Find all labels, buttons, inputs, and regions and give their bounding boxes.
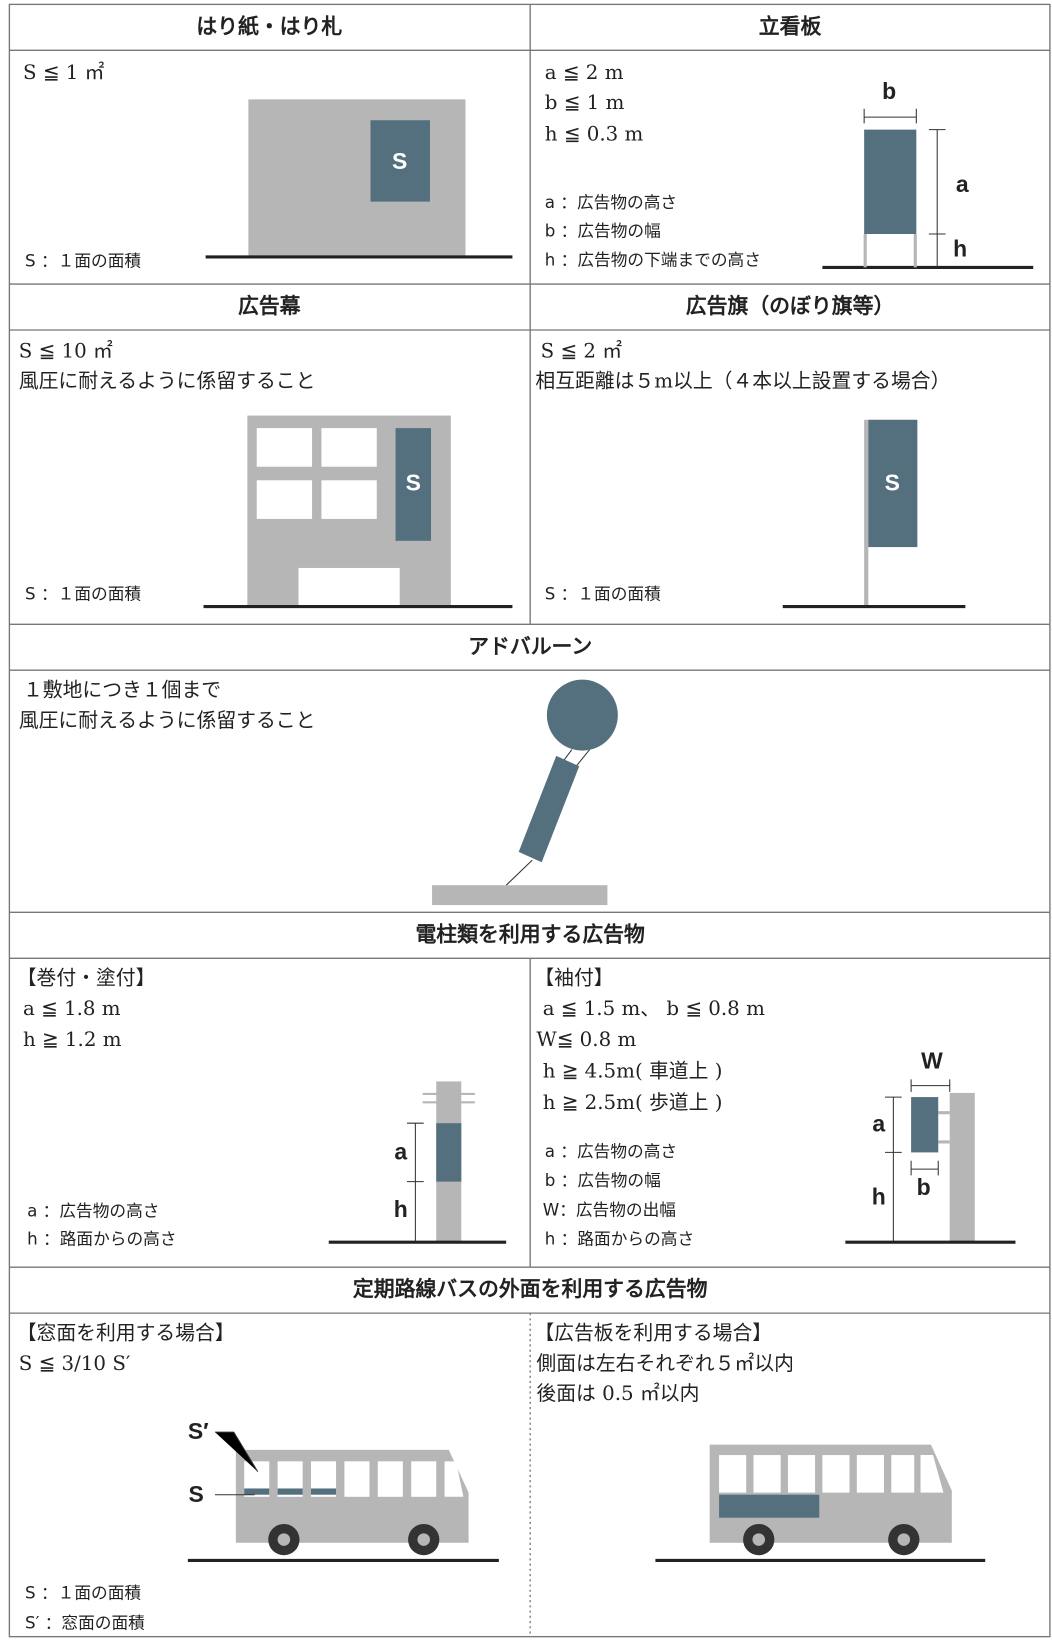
condition: 風圧に耐えるように係留すること bbox=[19, 709, 316, 732]
wall bbox=[248, 99, 466, 256]
condition: 側面は左右それぞれ５㎡以内 bbox=[536, 1352, 794, 1375]
wrap-ad bbox=[436, 1123, 462, 1182]
diagram-label: a bbox=[956, 171, 969, 197]
condition: 風圧に耐えるように係留すること bbox=[19, 370, 316, 393]
section-title: 電柱類を利用する広告物 bbox=[415, 922, 645, 946]
diagram-label: h bbox=[872, 1183, 886, 1209]
diagram-label: S bbox=[406, 470, 421, 496]
note: a ：広告物の高さ bbox=[545, 1142, 677, 1161]
diagram-label: S bbox=[189, 1481, 204, 1507]
diagram-label: a bbox=[394, 1139, 407, 1165]
diagram-label: S′ bbox=[188, 1418, 209, 1444]
bus bbox=[235, 1449, 469, 1556]
section-title: アドバルーン bbox=[468, 634, 592, 658]
note: h ：路面からの高さ bbox=[545, 1230, 694, 1249]
windows bbox=[256, 428, 400, 606]
banner bbox=[395, 428, 432, 541]
condition: h ≦ 0.3 m bbox=[545, 122, 644, 145]
condition: W≦ 0.8 m bbox=[536, 1028, 636, 1051]
condition: 後面は 0.5 ㎡以内 bbox=[536, 1382, 699, 1405]
section-title: 広告幕 bbox=[238, 294, 301, 318]
condition: １敷地につき１個まで bbox=[23, 679, 221, 702]
note: S ：１面の面積 bbox=[25, 252, 141, 271]
poster bbox=[370, 120, 430, 202]
section-title: 定期路線バスの外面を利用する広告物 bbox=[353, 1277, 708, 1301]
leader-line bbox=[214, 1431, 259, 1496]
crossbars bbox=[422, 1092, 475, 1104]
note: S ：１面の面積 bbox=[545, 585, 661, 604]
bus bbox=[709, 1444, 952, 1556]
note: h ：路面からの高さ bbox=[27, 1230, 176, 1249]
heading: 【袖付】 bbox=[534, 967, 613, 990]
signboard bbox=[864, 129, 917, 234]
diagram-label: W bbox=[921, 1048, 943, 1074]
section-title: 立看板 bbox=[759, 14, 822, 38]
section-title: はり紙・はり札 bbox=[196, 14, 342, 38]
bracket bbox=[938, 1111, 950, 1144]
condition: b ≦ 1 m bbox=[545, 91, 625, 114]
base bbox=[432, 885, 608, 906]
section-title: 広告旗（のぼり旗等） bbox=[686, 294, 895, 318]
diagram-label: S bbox=[885, 470, 900, 496]
note: b ：広告物の幅 bbox=[545, 221, 661, 240]
heading: 【窓面を利用する場合】 bbox=[17, 1321, 235, 1344]
condition: a ≦ 1.8 m bbox=[23, 997, 121, 1020]
diagram-label: S bbox=[392, 148, 407, 174]
note: h ：広告物の下端までの高さ bbox=[545, 251, 761, 270]
legs bbox=[863, 233, 917, 268]
diagram-label: b bbox=[882, 78, 896, 104]
condition: a ≦ 2 m bbox=[545, 61, 624, 84]
note: W：広告物の出幅 bbox=[543, 1200, 676, 1219]
condition: 相互距離は５m以上（４本以上設置する場合） bbox=[535, 370, 950, 393]
flag bbox=[868, 419, 918, 548]
condition: h ≧ 4.5m( 車道上 ) bbox=[543, 1060, 723, 1083]
condition: S ≦ 1 ㎡ bbox=[23, 61, 105, 84]
condition: S ≦ 10 ㎡ bbox=[19, 339, 113, 362]
table-frame bbox=[8, 3, 1051, 1638]
note: S ：１面の面積 bbox=[25, 585, 141, 604]
note: a ：広告物の高さ bbox=[545, 193, 677, 212]
note: S ：１面の面積 bbox=[25, 1583, 141, 1602]
note: S′ ：窓面の面積 bbox=[25, 1614, 145, 1633]
condition: h ≧ 2.5m( 歩道上 ) bbox=[543, 1091, 723, 1114]
note: b ：広告物の幅 bbox=[545, 1171, 661, 1190]
condition: S ≦ 3/10 S′ bbox=[19, 1352, 131, 1375]
dimension bbox=[407, 1122, 424, 1243]
condition: h ≧ 1.2 m bbox=[23, 1028, 122, 1051]
diagram-label: h bbox=[394, 1196, 408, 1222]
note: a ：広告物の高さ bbox=[27, 1201, 159, 1220]
balloon bbox=[546, 679, 618, 751]
side-ad bbox=[911, 1097, 939, 1153]
diagram-label: a bbox=[872, 1110, 885, 1136]
ad-banner bbox=[518, 755, 580, 863]
condition: S ≦ 2 ㎡ bbox=[541, 339, 623, 362]
dimension bbox=[863, 108, 946, 268]
heading: 【巻付・塗付】 bbox=[17, 967, 156, 990]
diagram-label: b bbox=[917, 1174, 931, 1200]
pole bbox=[949, 1092, 975, 1243]
pole bbox=[864, 419, 869, 606]
diagram-label: h bbox=[953, 236, 967, 262]
heading: 【広告板を利用する場合】 bbox=[534, 1321, 772, 1344]
dimension bbox=[885, 1079, 951, 1243]
condition: a ≦ 1.5 m、 b ≦ 0.8 m bbox=[543, 997, 765, 1020]
